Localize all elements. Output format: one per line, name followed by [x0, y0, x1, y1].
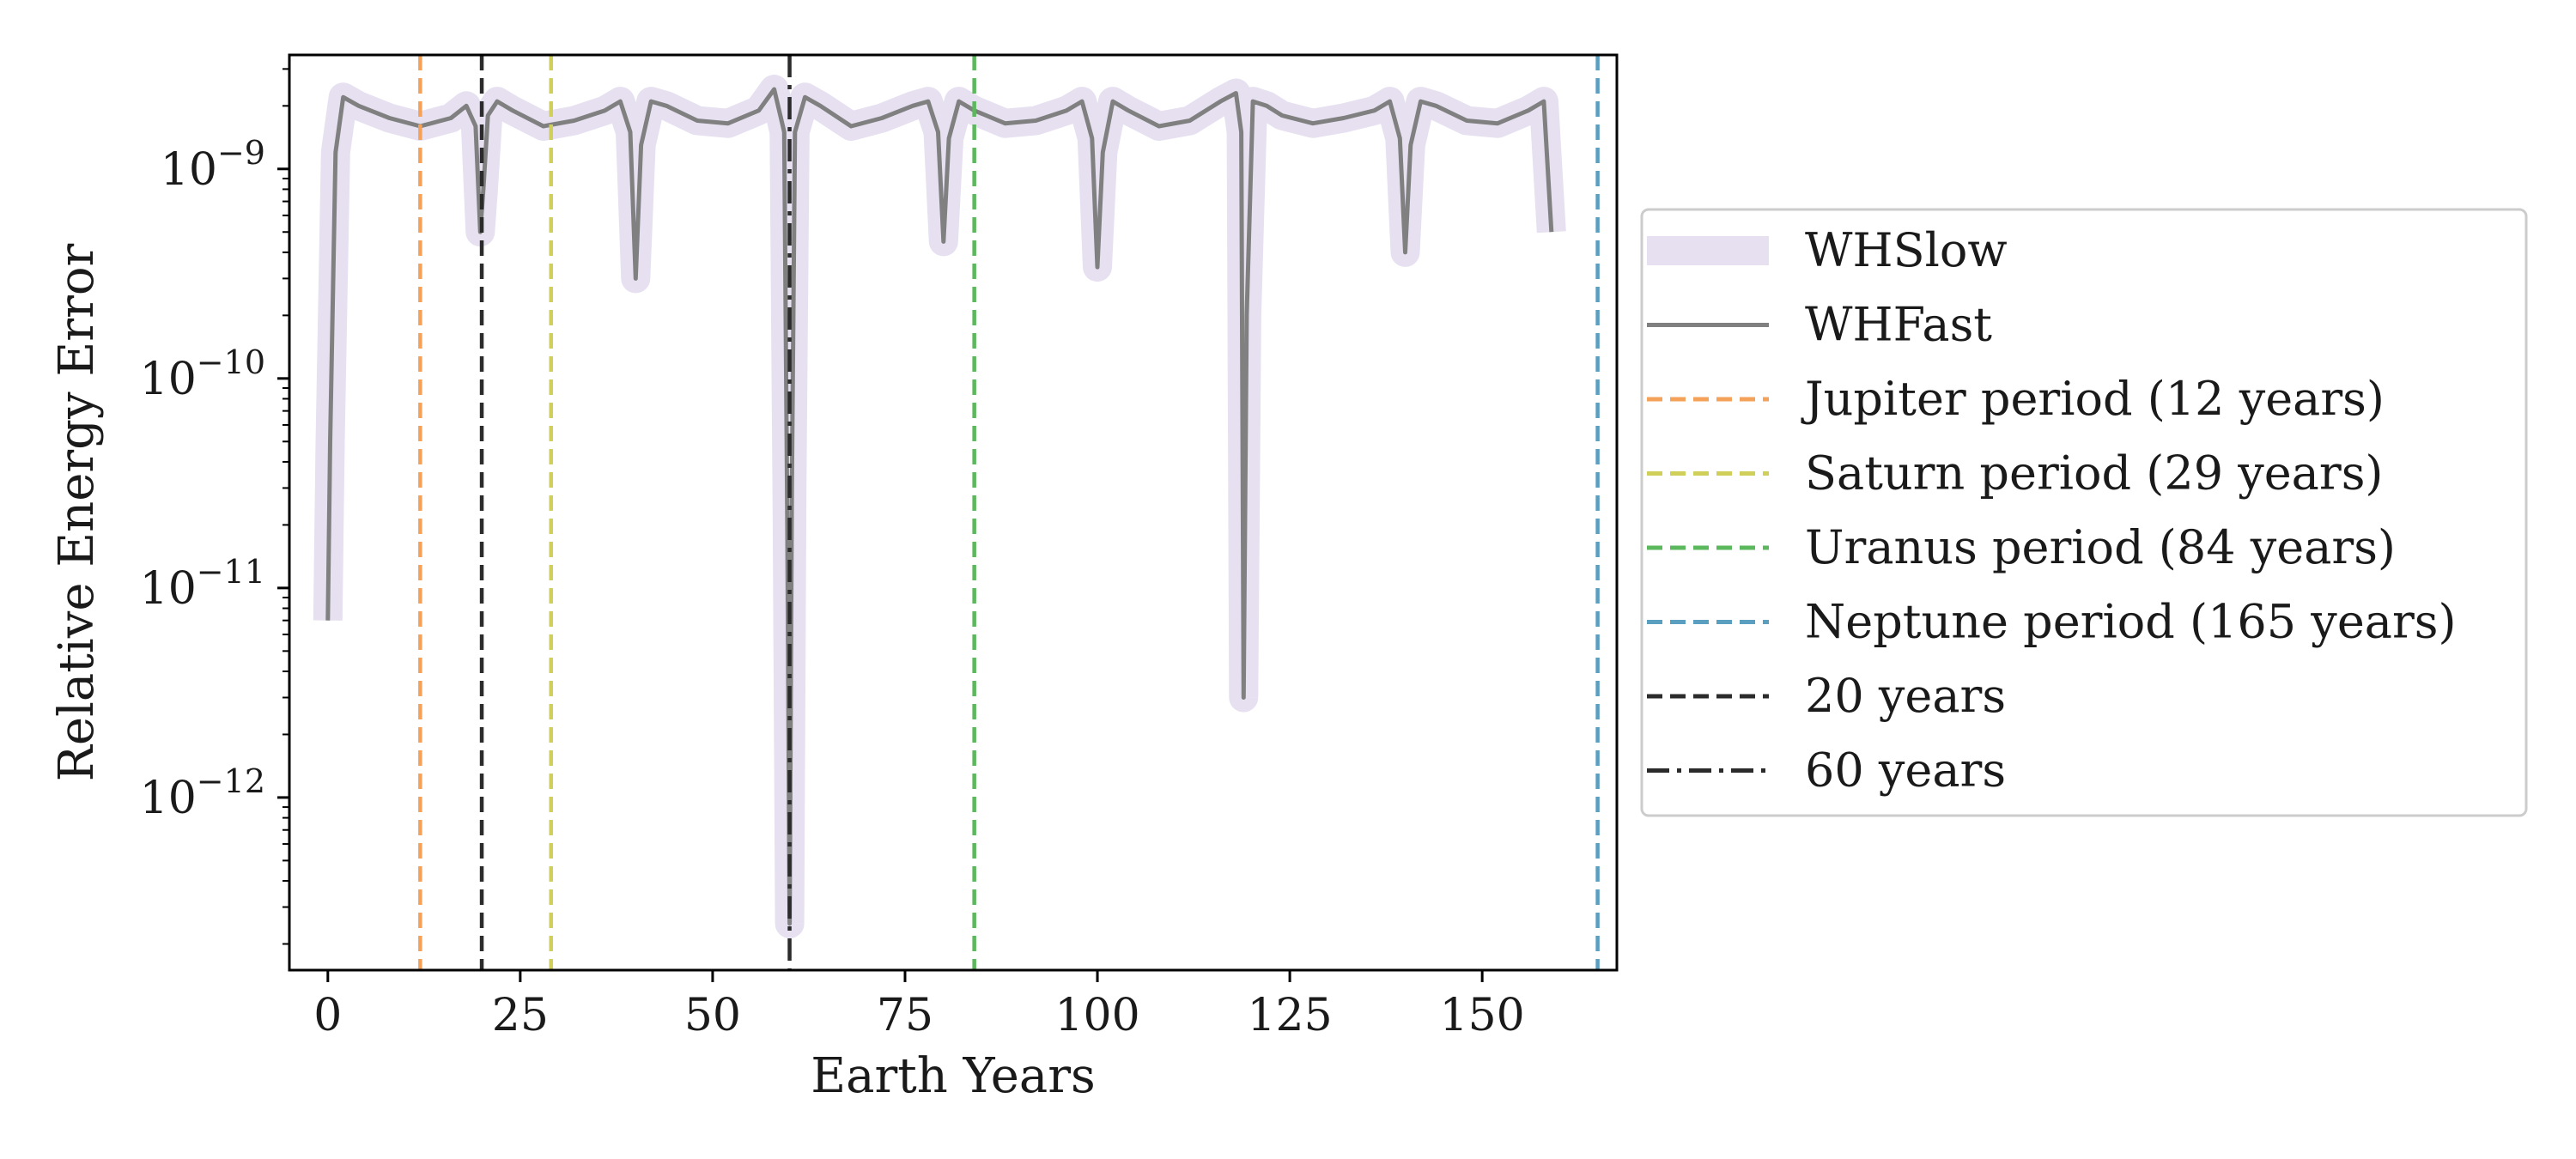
x-tick-label: 125 — [1247, 990, 1332, 1041]
x-tick-label: 50 — [684, 990, 741, 1041]
y-tick-label: 10−12 — [140, 762, 265, 824]
x-tick-label: 75 — [877, 990, 933, 1041]
x-tick-label: 0 — [313, 990, 342, 1041]
legend-label: Jupiter period (12 years) — [1801, 372, 2385, 426]
legend-box — [1640, 208, 2528, 817]
legend-label: Saturn period (29 years) — [1805, 446, 2383, 501]
y-axis-label: Relative Energy Error — [49, 243, 105, 781]
x-axis-label: Earth Years — [811, 1048, 1096, 1104]
legend-label: Uranus period (84 years) — [1805, 520, 2396, 574]
y-tick-label: 10−11 — [140, 553, 265, 615]
axis-ticks: 0 25 50 75 100 125 150 10−12 10−11 10−10 10−9 — [140, 68, 1525, 1041]
x-tick-label: 100 — [1054, 990, 1139, 1041]
legend-label: 20 years — [1805, 669, 2006, 723]
series-line-whfast — [325, 87, 1554, 926]
y-tick-label: 10−10 — [140, 343, 265, 405]
legend-label: Neptune period (165 years) — [1805, 595, 2457, 649]
legend: WHSlow WHFast Jupiter period (12 years) Sat… — [1640, 208, 2528, 817]
y-tick-label: 10−9 — [161, 134, 265, 196]
legend-label: 60 years — [1805, 743, 2006, 798]
plot-area — [313, 55, 1600, 970]
legend-label: WHSlow — [1805, 223, 2008, 277]
x-tick-label: 25 — [492, 990, 549, 1041]
axes-frame — [288, 53, 1619, 972]
legend-label: WHFast — [1805, 298, 1992, 352]
x-tick-label: 150 — [1440, 990, 1525, 1041]
